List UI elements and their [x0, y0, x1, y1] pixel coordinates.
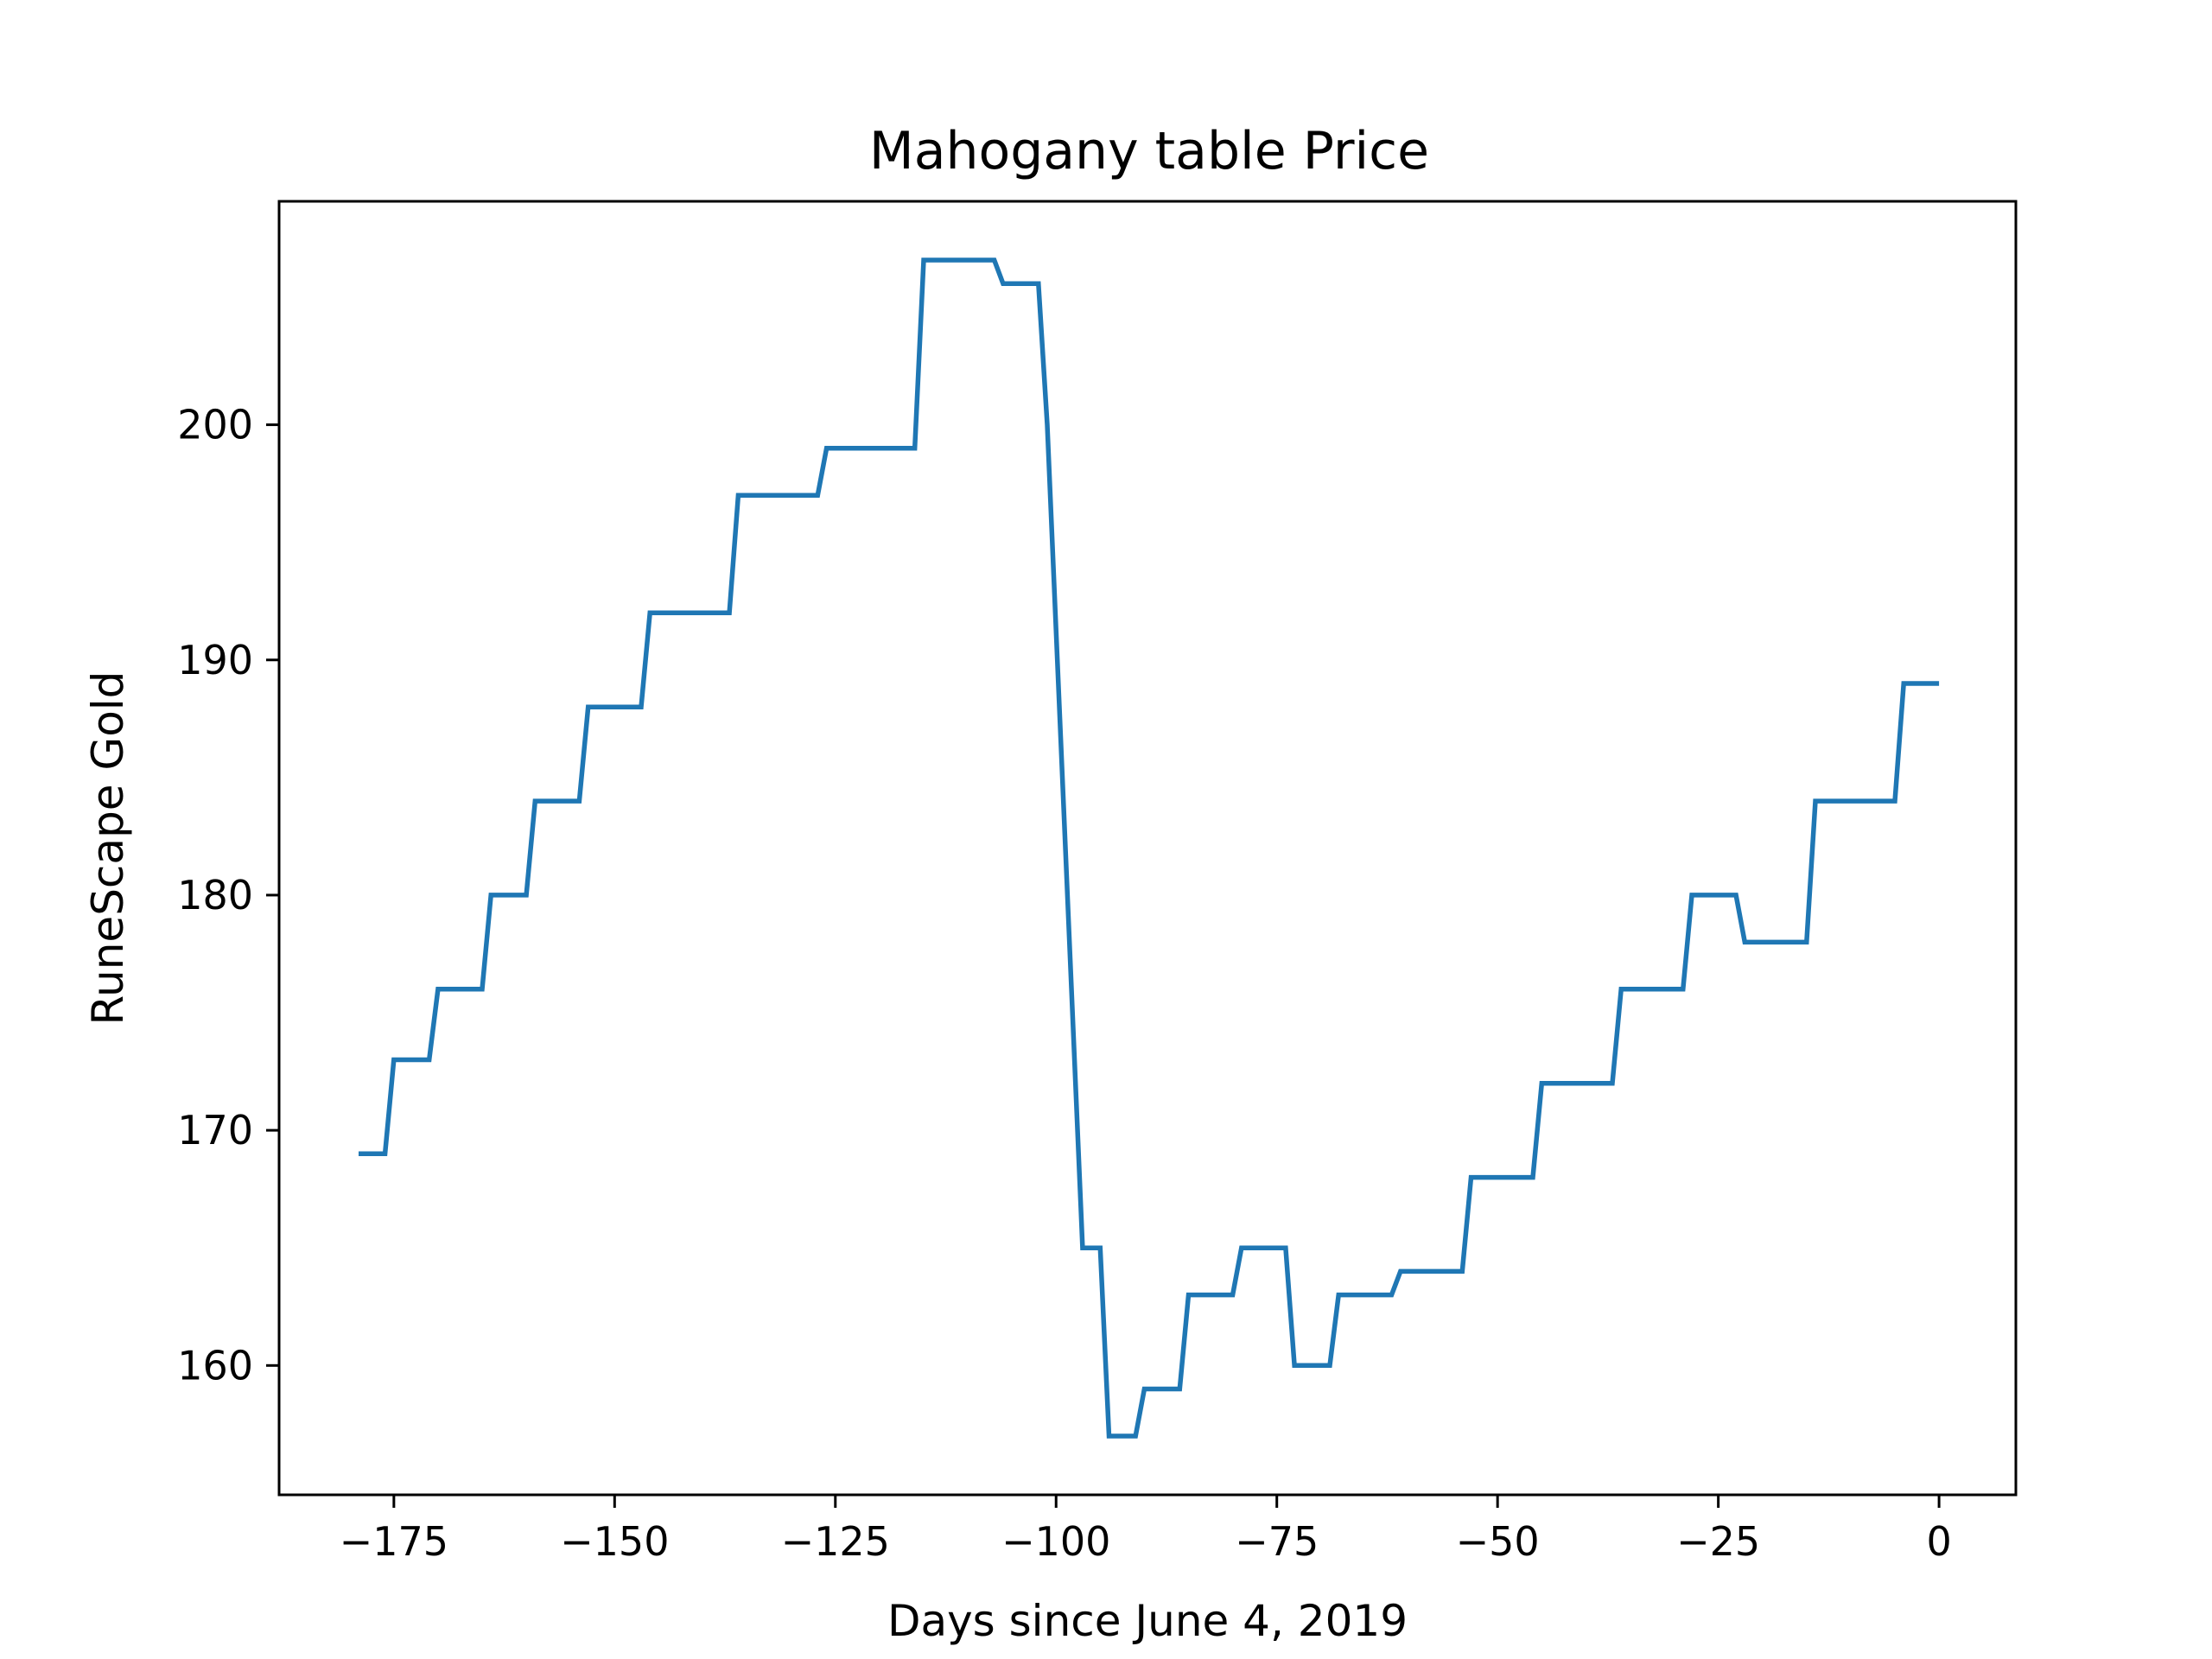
- y-tick-label: 180: [177, 872, 253, 918]
- plot-frame: [277, 200, 2018, 1497]
- y-tick-label: 170: [177, 1107, 253, 1154]
- y-tick-label: 190: [177, 637, 253, 683]
- y-tick-label: 160: [177, 1342, 253, 1389]
- x-axis: −175 −150 −125 −100 −75 −50 −25 0: [340, 1495, 1952, 1565]
- x-tick-label: −25: [1676, 1518, 1760, 1565]
- x-tick-label: −150: [560, 1518, 669, 1565]
- y-axis: 160 170 180 190 200: [177, 402, 279, 1389]
- y-axis-label: RuneScape Gold: [83, 671, 133, 1026]
- y-tick-label: 200: [177, 402, 253, 448]
- x-axis-label: Days since June 4, 2019: [887, 1596, 1408, 1646]
- x-tick-label: 0: [1926, 1518, 1951, 1565]
- x-tick-label: −100: [1001, 1518, 1110, 1565]
- x-tick-label: −175: [340, 1518, 448, 1565]
- x-tick-label: −125: [781, 1518, 890, 1565]
- series-line: [359, 257, 1940, 1439]
- chart-title: Mahogany table Price: [869, 121, 1429, 181]
- x-tick-label: −50: [1456, 1518, 1540, 1565]
- x-tick-label: −75: [1235, 1518, 1319, 1565]
